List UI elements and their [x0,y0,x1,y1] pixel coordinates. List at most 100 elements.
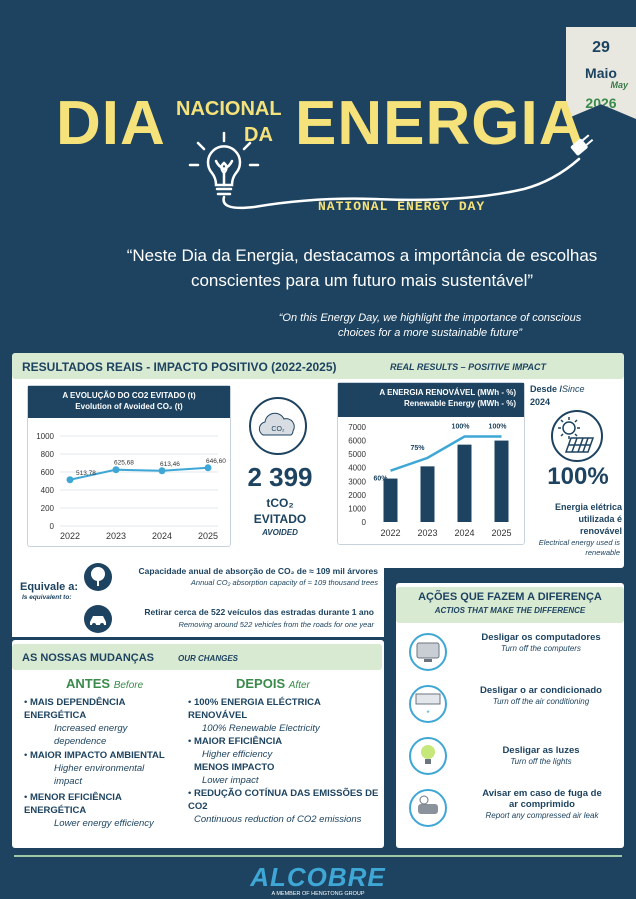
action-ac-en: Turn off the air conditioning [492,697,590,706]
date-ribbon: 29 Maio May 2026 [566,27,636,119]
renewable-percent: 100% [547,463,609,490]
before-item: • MAIOR IMPACTO AMBIENTAL Higher environm… [24,749,174,791]
bar [383,478,398,522]
light-bulb-icon [409,737,447,775]
co2-unit: tCO₂ [266,496,294,510]
since-en: Since [562,384,585,394]
data-point [158,467,166,475]
y-tick-label: 800 [41,450,55,459]
x-tick-label: 2023 [417,528,437,538]
renewable-bar-chart: 0 1000 2000 3000 4000 5000 6000 7000 2022 2023 202… [348,423,511,538]
renewable-chart-title: A ENERGIA RENOVÁVEL (MWh - %) [379,388,516,397]
equivalent-tree-pt: Capacidade anual de absorção de CO₂ de ≈… [138,566,378,576]
after-item: • 100% ENERGIA ELÉCTRICA RENOVÁVEL 100% R… [188,696,380,735]
cloud-icon: CO₂ [258,412,295,436]
date-month: Maio [585,65,617,81]
y-tick-label: 3000 [348,477,366,486]
car-icon-badge [84,605,112,633]
x-tick-label: 2025 [491,528,511,538]
percent-label: 100% [489,424,508,431]
action-ac: Desligar o ar condicionado Turn off the a… [466,685,616,706]
co2-total: 2 399 [247,462,313,492]
data-label: 513,78 [76,470,96,477]
after-list: • 100% ENERGIA ELÉCTRICA RENOVÁVEL 100% R… [188,696,380,826]
after-item-pt: REDUÇÃO COTÍNUA DAS EMISSÕES DE CO2 [188,788,379,812]
data-point [204,464,212,472]
title-da: DA [244,124,273,146]
after-item: • REDUÇÃO COTÍNUA DAS EMISSÕES DE CO2 Con… [188,788,379,825]
after-item: • MAIOR EFICIÊNCIA Higher efficiency [188,735,380,761]
changes-subtitle: OUR CHANGES [178,654,239,663]
y-tick-label: 0 [362,518,367,527]
svg-text:*: * [426,709,429,718]
after-item-pt: MENOS IMPACTO [194,762,275,773]
renewable-chart-subtitle: Renewable Energy (MWh - %) [403,399,516,408]
changes-panel [12,640,384,848]
x-tick-label: 2025 [198,531,218,541]
actions-header [396,587,624,623]
y-tick-label: 400 [41,486,55,495]
percent-label: 75% [410,445,425,452]
y-tick-label: 200 [41,504,55,513]
title-energia: ENERGIA [295,89,585,158]
solar-panel-icon [558,417,595,453]
data-point [66,476,74,484]
after-item: MENOS IMPACTO Lower impact [188,761,380,787]
since-pt: Desde / [530,384,563,394]
x-tick-label: 2024 [152,531,172,541]
y-tick-label: 6000 [348,437,366,446]
data-label: 646,60 [206,458,226,465]
action-air-leak-pt: Avisar em caso de fuga de ar comprimido [482,788,602,810]
before-item-en: Lower energy efficiency [54,818,154,829]
before-item-en: Higher environmental impact [54,763,145,787]
after-title-en: After [288,680,310,691]
action-lights-pt: Desligar as luzes [502,745,580,756]
bar [420,466,435,522]
renewable-chart-header: A ENERGIA RENOVÁVEL (MWh - %) Renewable … [338,383,524,417]
title-dia: DIA [56,89,166,158]
equivalent-car-en: Removing around 522 vehicles from the ro… [178,620,374,629]
after-title-pt: DEPOIS [236,676,286,691]
renewable-pt: Energia elétrica utilizada é renovável [554,502,622,536]
before-item-pt: MAIS DEPENDÊNCIA ENERGÉTICA [24,697,126,721]
results-header [12,353,624,379]
action-ac-pt: Desligar o ar condicionado [480,685,602,696]
date-month-en: May [610,80,628,90]
after-item-pt: MAIOR EFICIÊNCIA [193,736,283,747]
y-tick-label: 0 [50,522,55,531]
renewable-chart-box: A ENERGIA RENOVÁVEL (MWh - %) Renewable … [337,382,525,545]
footer-tagline: A MEMBER OF HENGTONG GROUP [271,891,365,897]
changes-header [12,644,382,670]
before-title-en: Before [113,680,144,691]
date-day: 29 [592,39,610,56]
percent-label: 100% [452,424,471,431]
data-label: 625,68 [114,460,134,467]
title-nacional: NACIONAL [176,98,282,120]
footer-divider [14,855,622,857]
before-title: ANTES Before [66,676,143,691]
co2-chart-subtitle: Evolution of Avoided CO₂ (t) [75,402,183,411]
tree-icon-badge [84,563,112,591]
action-air-leak-en: Report any compressed air leak [485,811,599,820]
before-title-pt: ANTES [66,676,111,691]
before-list: • MAIS DEPENDÊNCIA ENERGÉTICA Increased e… [24,696,174,830]
equivalent-label-en: Is equivalent to: [22,594,72,601]
light-bulb-plug-icon [188,131,594,210]
since-label: Desde /Since [530,384,585,394]
renewable-en: Electrical energy used is renewable [538,538,620,557]
data-label: 613,46 [160,461,180,468]
air-conditioner-icon: * [409,685,447,723]
co2-evitado: EVITADO [253,512,307,526]
car-icon [90,616,106,627]
y-tick-label: 1000 [36,432,54,441]
y-tick-label: 2000 [348,491,366,500]
after-item-en: Higher efficiency [202,749,273,760]
before-item: • MAIS DEPENDÊNCIA ENERGÉTICA Increased e… [24,696,174,749]
action-computers-en: Turn off the computers [501,644,581,653]
action-computers-pt: Desligar os computadores [481,632,601,643]
since-year: 2024 [530,397,551,407]
actions-title: AÇÕES QUE FAZEM A DIFERENÇA [418,591,602,603]
before-item: • MENOR EFICIÊNCIA ENERGÉTICA Lower energ… [24,791,174,830]
after-item-pt: 100% ENERGIA ELÉCTRICA RENOVÁVEL [188,697,321,721]
action-air-leak: Avisar em caso de fuga de ar comprimido R… [480,788,604,820]
